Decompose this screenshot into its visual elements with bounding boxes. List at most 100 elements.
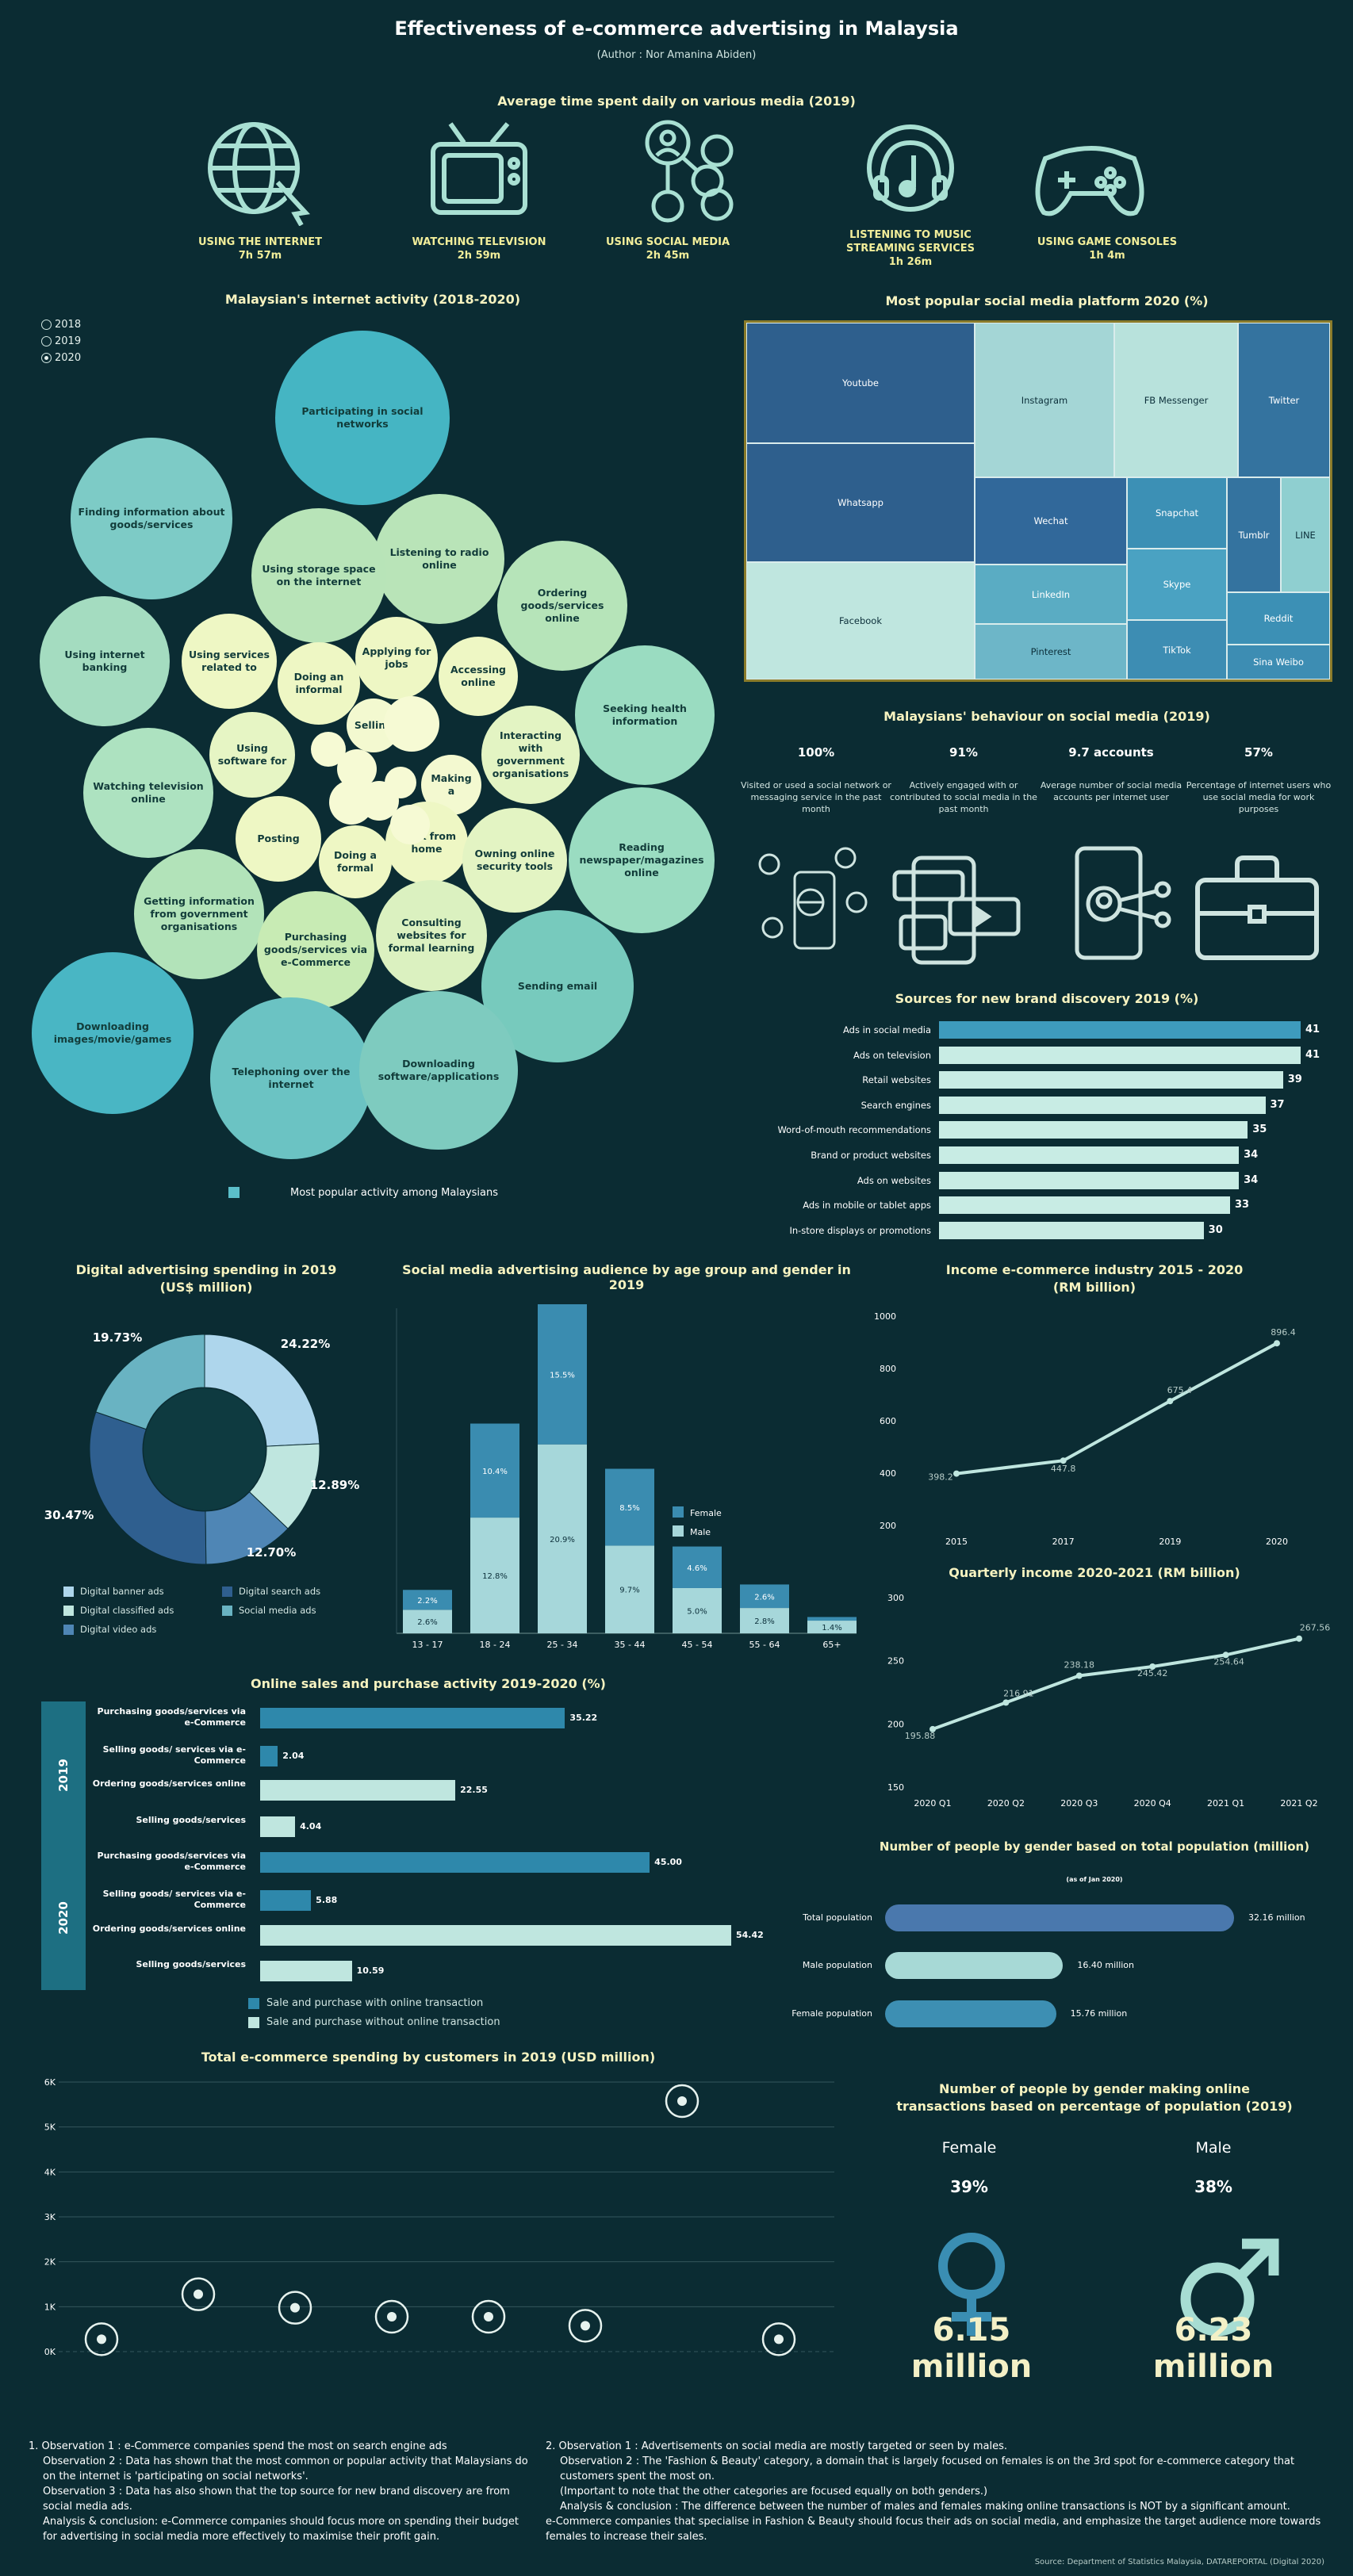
female-icon	[938, 2233, 1005, 2336]
year-radio-2019[interactable]: 2019	[41, 335, 81, 347]
media-item-music: LISTENING TO MUSIC STREAMING SERVICES 1h …	[846, 229, 975, 268]
phone-share-icon	[1075, 846, 1171, 960]
activity-bubble: Downloading software/applications	[359, 991, 518, 1150]
line-point	[929, 1725, 936, 1732]
x-tick-label: 2020 Q3	[1060, 1798, 1098, 1809]
brand-discovery-title: Sources for new brand discovery 2019 (%)	[895, 991, 1199, 1006]
female-label: Female	[941, 2139, 997, 2157]
quarterly-line-chart: 300 250 200 150 195.88 2020 Q1 216.91 2020 Q2 23…	[887, 1593, 1330, 1809]
sales-category-label: Selling goods/services	[136, 1815, 246, 1825]
line-point-label: 896.4	[1271, 1327, 1296, 1338]
line-series	[932, 1636, 1300, 1731]
bubble-legend-label: Most popular activity among Malaysians	[290, 1187, 498, 1199]
audience-tick-label: 65+	[822, 1640, 841, 1650]
brand-bar	[939, 1146, 1240, 1164]
audience-tick-label: 25 - 34	[547, 1640, 578, 1650]
behaviour-text-work: Percentage of internet users who use soc…	[1186, 780, 1332, 814]
legend-digital-search-ads: Digital search ads	[222, 1586, 320, 1597]
audience-label-female: 2.2%	[417, 1597, 437, 1606]
x-tick-label: 2017	[1052, 1537, 1075, 1547]
observation-right-4: Analysis & conclusion : The difference b…	[560, 2501, 1290, 2513]
y-tick-label: 5K	[44, 2122, 56, 2133]
income-subtitle: (RM billion)	[1052, 1280, 1136, 1295]
sales-bar	[260, 1746, 278, 1766]
sales-category-label: Selling goods/services	[136, 1959, 246, 1969]
treemap-reddit: Reddit	[1227, 592, 1330, 645]
social-platform-treemap: Youtube Instagram FB Messenger Twitter W…	[744, 320, 1332, 682]
sales-category-label: Ordering goods/services online	[92, 1923, 246, 1934]
sales-bar-value: 5.88	[316, 1895, 338, 1905]
activity-bubble: Participating in social networks	[275, 331, 450, 505]
internet-activity-title: Malaysian's internet activity (2018-2020…	[224, 292, 521, 307]
audience-legend-label: Male	[690, 1527, 711, 1537]
audience-tick-label: 13 - 17	[412, 1640, 443, 1650]
brand-bar	[939, 1171, 1240, 1189]
author-line: (Author : Nor Amanina Abiden)	[596, 49, 757, 61]
female-amount: 6.15 million	[910, 2312, 1033, 2385]
phone-chat-icon	[892, 855, 1021, 965]
sales-category-label: Selling goods/ services via e-Commerce	[102, 1889, 246, 1910]
population-bar	[885, 1904, 1234, 1931]
income-line-chart: 1000 800 600 400 200 398.2 2015 447.8 2017 675.4 2…	[874, 1311, 1296, 1547]
plate-cutlery-icon	[374, 2299, 409, 2334]
line-point	[1222, 1652, 1229, 1659]
year-radio-2020[interactable]: 2020	[41, 352, 81, 364]
legend-digital-video-ads: Digital video ads	[63, 1624, 156, 1635]
media-icons-strip	[208, 120, 1144, 226]
spending-chart: 6K5K4K3K2K1K0KDigital MusicElectronics &…	[44, 2077, 834, 2357]
population-label: Total population	[803, 1912, 872, 1923]
x-tick-label: 2020	[1266, 1537, 1288, 1547]
activity-bubble	[390, 805, 430, 844]
audience-chart: 2.6% 2.2% 13 - 17 12.8% 10.4% 18 - 24 20.9% 15.…	[396, 1304, 857, 1650]
music-icon	[84, 2322, 119, 2356]
activity-bubble: Using services related to	[182, 614, 277, 709]
y-tick-label: 250	[887, 1656, 904, 1667]
y-tick-label: 1K	[44, 2302, 56, 2312]
population-label: Female population	[791, 2008, 872, 2019]
treemap-linkedin: LinkedIn	[975, 565, 1127, 624]
year-radio-2018[interactable]: 2018	[41, 319, 81, 331]
population-value: 32.16 million	[1248, 1912, 1305, 1923]
observations-left: 1. Observation 1 : e-Commerce companies …	[29, 2439, 528, 2544]
population-label: Male population	[802, 1960, 872, 1970]
audience-tick-label: 45 - 54	[682, 1640, 713, 1650]
line-series	[956, 1342, 1278, 1476]
activity-bubble: Downloading images/movie/games	[32, 952, 194, 1114]
treemap-line: LINE	[1281, 477, 1330, 592]
brand-bar-value: 34	[1244, 1173, 1259, 1186]
sales-bar-value: 10.59	[356, 1965, 385, 1976]
social-platform-title: Most popular social media platform 2020 …	[885, 293, 1209, 308]
activity-bubble: Seeking health information	[575, 645, 715, 785]
behaviour-text-accounts: Average number of social media accounts …	[1040, 780, 1182, 802]
audience-bar-female	[470, 1423, 519, 1518]
sales-bar	[260, 1708, 565, 1728]
brand-bar	[939, 1096, 1266, 1114]
audience-bar-female	[605, 1468, 654, 1546]
ad-spending-subtitle: (US$ million)	[159, 1280, 253, 1295]
brand-bar	[939, 1021, 1301, 1039]
devices-icon	[181, 2277, 216, 2311]
activity-bubble: Reading newspaper/magazines online	[569, 787, 715, 933]
line-point-label: 447.8	[1051, 1464, 1076, 1474]
activity-bubble: Owning online security tools	[462, 808, 567, 913]
sales-bar-value: 22.55	[460, 1785, 488, 1795]
brand-bar-value: 41	[1305, 1024, 1320, 1035]
quarterly-title: Quarterly income 2020-2021 (RM billion)	[949, 1565, 1240, 1580]
year-band-2019	[41, 1701, 86, 1847]
audience-bar-female	[538, 1304, 587, 1445]
ad-spending-donut: 24.22% 12.89% 12.70% 30.47% 19.73%	[44, 1330, 359, 1565]
activity-bubble: Applying for jobs	[355, 617, 438, 699]
brand-bar-value: 35	[1252, 1123, 1267, 1136]
sales-legend-swatch	[248, 2017, 259, 2028]
activity-bubble: Accessing online	[439, 637, 518, 716]
line-point	[1002, 1699, 1010, 1706]
line-point	[1167, 1398, 1174, 1405]
treemap-twitter: Twitter	[1238, 323, 1330, 477]
activity-bubble: Finding information about goods/services	[71, 438, 232, 599]
audience-bar-male	[673, 1587, 722, 1633]
brand-bar	[939, 1046, 1301, 1064]
y-tick-label: 2K	[44, 2257, 56, 2268]
audience-label-female: 4.6%	[687, 1564, 707, 1573]
brand-bar	[939, 1221, 1204, 1239]
audience-label-male: 12.8%	[482, 1572, 508, 1581]
